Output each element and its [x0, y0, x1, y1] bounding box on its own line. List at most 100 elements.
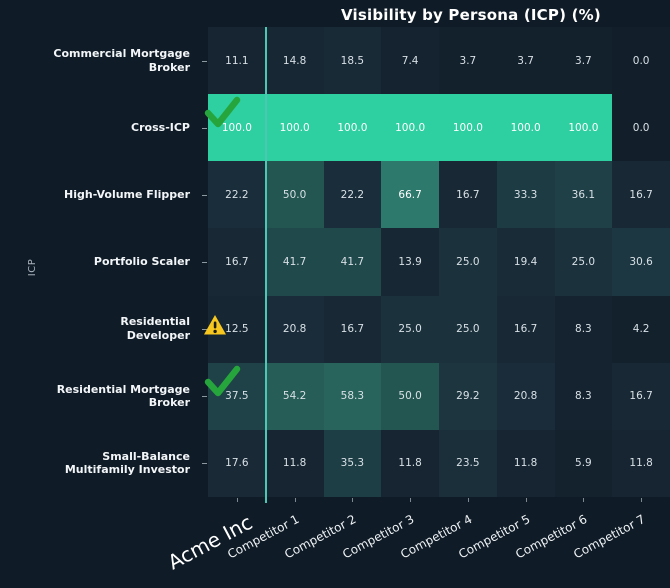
column-label: Competitor 6: [513, 512, 590, 562]
heatmap-cell: 12.5: [208, 295, 266, 363]
y-tick: [202, 463, 207, 465]
cell-value: 11.8: [398, 457, 422, 470]
heatmap-cell: 8.3: [554, 295, 613, 363]
cell-value: 3.7: [459, 54, 477, 67]
heatmap-cell: 100.0: [496, 94, 555, 162]
y-tick: [202, 60, 207, 62]
cell-value: 23.5: [456, 457, 480, 470]
heatmap-cell: 0.0: [612, 27, 670, 95]
heatmap-cell: 16.7: [439, 161, 497, 229]
heatmap-cell: 41.7: [323, 228, 382, 296]
cell-value: 41.7: [340, 255, 365, 268]
cell-value: 16.7: [629, 390, 653, 403]
cell-value: 16.7: [456, 188, 480, 201]
row-label: Small-Balance Multifamily Investor: [64, 449, 190, 477]
column-label: Competitor 7: [571, 512, 648, 562]
cell-value: 3.7: [517, 54, 534, 67]
cell-value: 20.8: [282, 323, 307, 336]
heatmap-cell: 20.8: [496, 362, 555, 430]
row-label: Residential Developer: [120, 315, 190, 343]
acme-highlight-line: [265, 27, 267, 503]
cell-value: 100.0: [452, 121, 483, 134]
cell-value: 100.0: [337, 121, 368, 134]
cell-value: 13.9: [398, 255, 422, 268]
heatmap-cell: 11.1: [208, 27, 266, 95]
heatmap-cell: 16.7: [612, 161, 670, 229]
cell-value: 25.0: [571, 255, 596, 268]
column-label: Acme Inc: [163, 510, 257, 575]
cell-value: 50.0: [282, 188, 307, 201]
heatmap-cell: 25.0: [439, 295, 497, 363]
heatmap-cell: 66.7: [381, 161, 439, 229]
cell-value: 0.0: [632, 121, 650, 134]
heatmap-cell: 100.0: [265, 94, 324, 162]
cell-value: 22.2: [340, 188, 365, 201]
y-tick: [202, 329, 207, 331]
cell-value: 54.2: [282, 390, 307, 403]
cell-value: 3.7: [575, 54, 592, 67]
cell-value: 18.5: [340, 54, 365, 67]
x-tick: [641, 498, 643, 502]
heatmap-cell: 18.5: [323, 27, 382, 95]
heatmap-cell: 14.8: [265, 27, 324, 95]
heatmap-cell: 54.2: [265, 362, 324, 430]
heatmap-cell: 17.6: [208, 429, 266, 497]
row-label: Commercial Mortgage Broker: [53, 46, 190, 74]
cell-value: 4.2: [632, 323, 650, 336]
heatmap-cell: 13.9: [381, 228, 439, 296]
heatmap-cell: 16.7: [208, 228, 266, 296]
heatmap-cell: 36.1: [554, 161, 613, 229]
x-tick: [525, 498, 527, 502]
heatmap-cell: 8.3: [554, 362, 613, 430]
heatmap-cell: 23.5: [439, 429, 497, 497]
heatmap-cell: 58.3: [323, 362, 382, 430]
cell-value: 33.3: [513, 188, 538, 201]
heatmap-cell: 29.2: [439, 362, 497, 430]
heatmap-cell: 25.0: [439, 228, 497, 296]
heatmap-cell: 16.7: [612, 362, 670, 430]
cell-value: 11.8: [629, 457, 653, 470]
cell-value: 100.0: [279, 121, 310, 134]
row-label: Residential Mortgage Broker: [56, 382, 190, 410]
heatmap-cell: 16.7: [496, 295, 555, 363]
column-label: Competitor 1: [224, 512, 302, 562]
heatmap-cell: 20.8: [265, 295, 324, 363]
y-tick: [202, 396, 207, 398]
heatmap-cell: 100.0: [381, 94, 439, 162]
cell-value: 7.4: [401, 54, 419, 67]
row-label: High-Volume Flipper: [64, 187, 190, 201]
cell-value: 5.9: [575, 457, 592, 470]
cell-value: 37.5: [225, 390, 249, 403]
heatmap-cell: 35.3: [323, 429, 382, 497]
heatmap-grid: 11.1 14.8 18.5 7.4 3.7 3.7 3.7 0.0 100.0 100.0 100…: [208, 27, 670, 497]
cell-value: 66.7: [398, 188, 422, 201]
heatmap-cell: 25.0: [381, 295, 439, 363]
y-tick: [202, 262, 207, 263]
cell-value: 16.7: [225, 255, 249, 268]
cell-value: 25.0: [456, 255, 480, 268]
cell-value: 11.1: [225, 54, 249, 67]
cell-value: 100.0: [395, 121, 426, 134]
heatmap-cell: 4.2: [612, 295, 670, 363]
x-tick: [410, 498, 412, 502]
cell-value: 35.3: [340, 457, 365, 470]
cell-value: 30.6: [629, 255, 653, 268]
heatmap-cell: 0.0: [612, 94, 670, 162]
heatmap-cell: 7.4: [381, 27, 439, 95]
x-tick: [352, 498, 354, 502]
column-label: Competitor 2: [282, 512, 359, 562]
heatmap-cell: 100.0: [439, 94, 497, 162]
column-label: Competitor 5: [455, 512, 533, 562]
heatmap-cell: 11.8: [612, 429, 670, 497]
cell-value: 50.0: [398, 390, 422, 403]
heatmap-cell: 41.7: [265, 228, 324, 296]
heatmap-cell: 37.5: [208, 362, 266, 430]
column-label: Competitor 3: [340, 512, 417, 562]
cell-value: 25.0: [398, 323, 422, 336]
cell-value: 8.3: [575, 390, 592, 403]
heatmap-cell: 22.2: [208, 161, 266, 229]
heatmap-cell: 3.7: [439, 27, 497, 95]
heatmap-cell: 33.3: [496, 161, 555, 229]
cell-value: 12.5: [225, 323, 249, 336]
cell-value: 14.8: [282, 54, 307, 67]
